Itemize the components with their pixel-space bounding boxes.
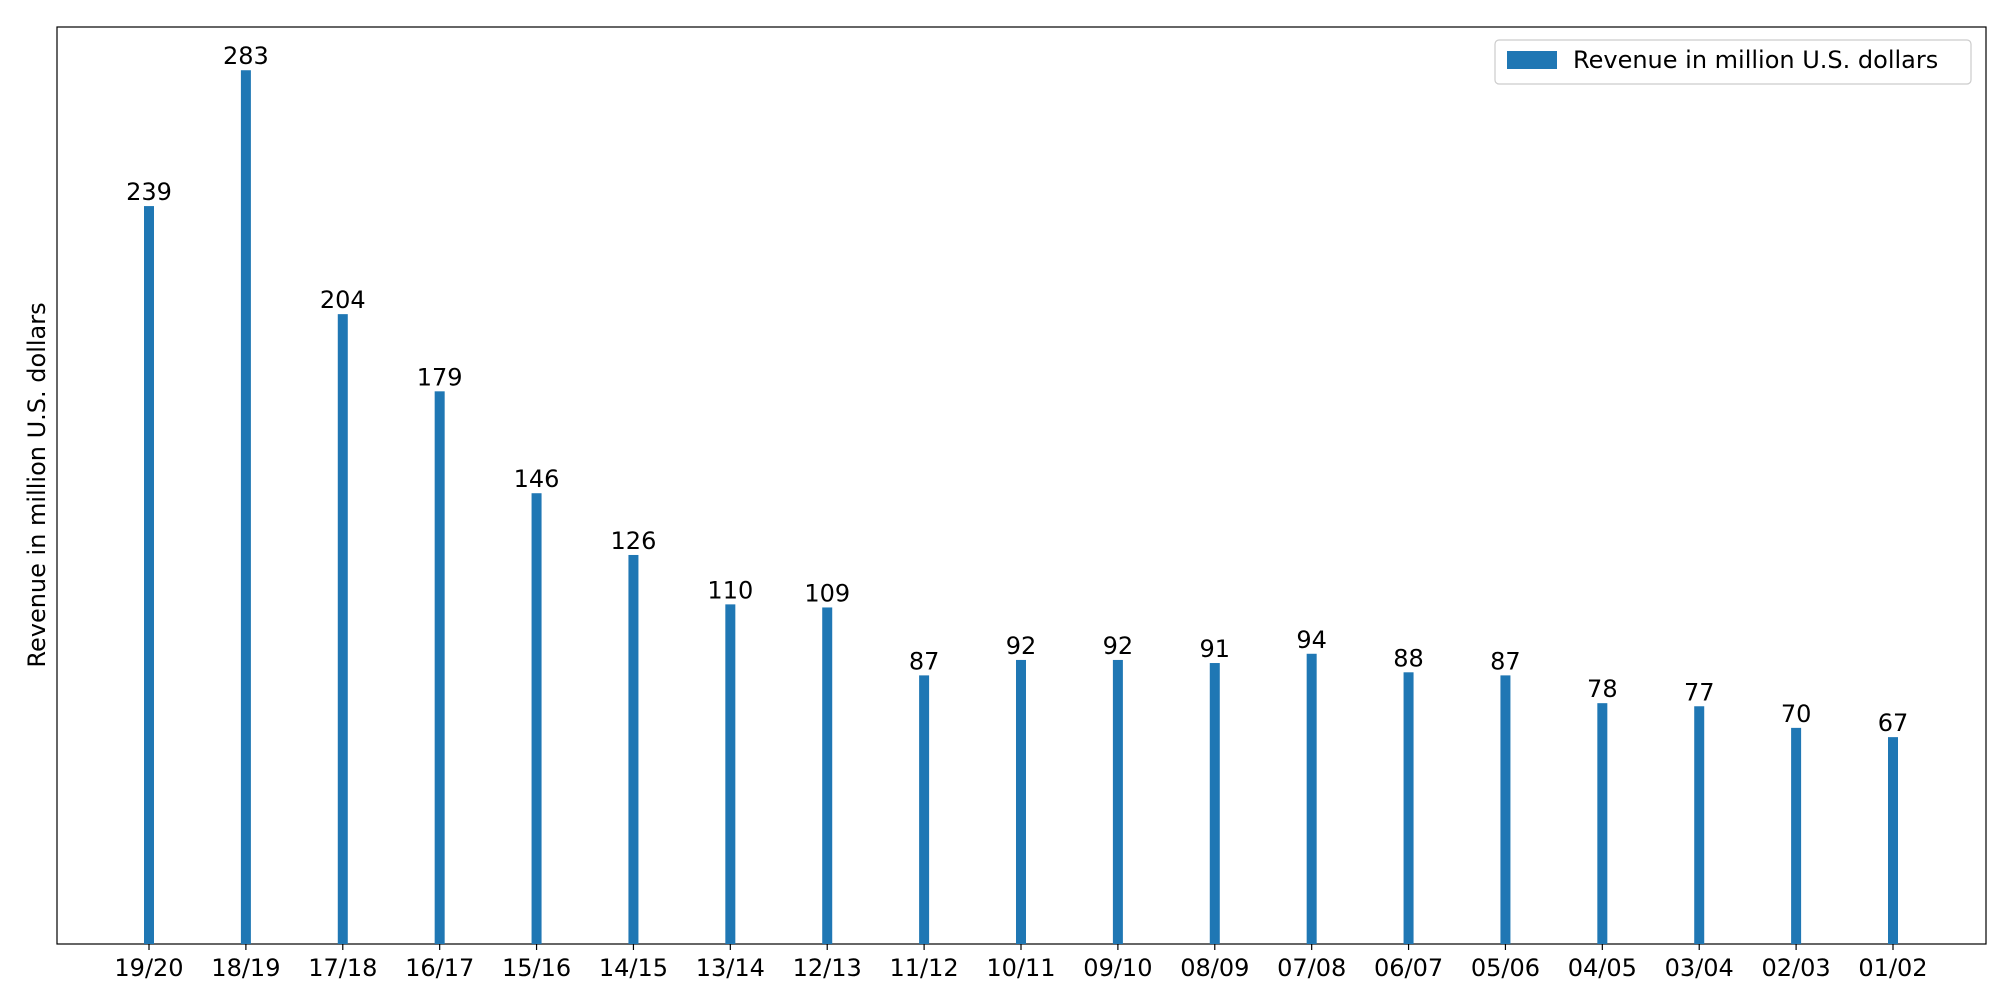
x-tick-label-11-12: 11/12 xyxy=(890,954,959,982)
bars-group xyxy=(144,70,1898,945)
value-label-04-05: 78 xyxy=(1587,675,1618,703)
value-label-18-19: 283 xyxy=(223,42,269,70)
legend-swatch xyxy=(1507,51,1557,69)
bar-17-18 xyxy=(337,314,348,944)
value-label-02-03: 70 xyxy=(1781,700,1812,728)
bar-07-08 xyxy=(1306,653,1317,944)
x-tick-label-15-16: 15/16 xyxy=(502,954,571,982)
legend-box xyxy=(1494,39,1972,85)
bar-10-11 xyxy=(1016,659,1026,944)
bar-11-12 xyxy=(919,675,930,944)
value-label-15-16: 146 xyxy=(514,465,560,493)
x-tick-label-16-17: 16/17 xyxy=(405,954,474,982)
value-label-17-18: 204 xyxy=(320,286,366,314)
legend-label: Revenue in million U.S. dollars xyxy=(1573,46,1938,74)
bar-03-04 xyxy=(1694,706,1705,944)
value-label-06-07: 88 xyxy=(1393,644,1424,672)
x-tick-label-09-10: 09/10 xyxy=(1083,954,1152,982)
value-label-05-06: 87 xyxy=(1490,647,1521,675)
bar-09-10 xyxy=(1112,659,1123,944)
value-label-07-08: 94 xyxy=(1296,626,1327,654)
bar-04-05 xyxy=(1597,703,1608,944)
value-labels-group: 239 283 204 179 146 126 110 109 87 92 92 91 94 88 87 78… xyxy=(126,42,1908,737)
value-label-08-09: 91 xyxy=(1200,635,1231,663)
x-tick-label-10-11: 10/11 xyxy=(986,954,1055,982)
value-label-01-02: 67 xyxy=(1878,709,1909,737)
x-tick-label-14-15: 14/15 xyxy=(599,954,668,982)
value-label-03-04: 77 xyxy=(1684,678,1715,706)
x-tick-label-03-04: 03/04 xyxy=(1665,954,1734,982)
bar-06-07 xyxy=(1403,672,1414,944)
value-label-13-14: 110 xyxy=(707,576,753,604)
value-label-12-13: 109 xyxy=(804,579,850,607)
bar-16-17 xyxy=(434,391,445,945)
x-tick-label-13-14: 13/14 xyxy=(696,954,765,982)
x-tick-label-19-20: 19/20 xyxy=(114,954,183,982)
x-tick-label-08-09: 08/09 xyxy=(1180,954,1249,982)
value-label-16-17: 179 xyxy=(417,363,463,391)
bar-01-02 xyxy=(1888,737,1898,944)
bar-05-06 xyxy=(1500,675,1511,944)
value-label-11-12: 87 xyxy=(909,647,940,675)
x-tick-label-07-08: 07/08 xyxy=(1277,954,1346,982)
x-tick-label-01-02: 01/02 xyxy=(1858,954,1927,982)
value-label-19-20: 239 xyxy=(126,178,172,206)
bar-14-15 xyxy=(628,554,639,944)
x-tick-label-05-06: 05/06 xyxy=(1471,954,1540,982)
x-axis-ticks-group: 19/20 18/19 17/18 16/17 15/16 14/15 13/14 12/13… xyxy=(114,944,1928,982)
bar-08-09 xyxy=(1209,663,1220,944)
x-tick-label-17-18: 17/18 xyxy=(308,954,377,982)
bar-12-13 xyxy=(822,607,833,944)
x-tick-label-12-13: 12/13 xyxy=(793,954,862,982)
y-axis-label: Revenue in million U.S. dollars xyxy=(23,302,51,667)
legend: Revenue in million U.S. dollars xyxy=(1494,39,1972,85)
value-label-10-11: 92 xyxy=(1006,632,1037,660)
bar-18-19 xyxy=(240,70,251,945)
bar-15-16 xyxy=(531,493,542,944)
value-label-09-10: 92 xyxy=(1103,632,1134,660)
bar-13-14 xyxy=(725,604,736,944)
x-tick-label-04-05: 04/05 xyxy=(1568,954,1637,982)
x-tick-label-02-03: 02/03 xyxy=(1762,954,1831,982)
bar-02-03 xyxy=(1791,727,1802,944)
value-label-14-15: 126 xyxy=(611,527,657,555)
x-tick-label-18-19: 18/19 xyxy=(211,954,280,982)
x-tick-label-06-07: 06/07 xyxy=(1374,954,1443,982)
bar-19-20 xyxy=(144,206,154,944)
